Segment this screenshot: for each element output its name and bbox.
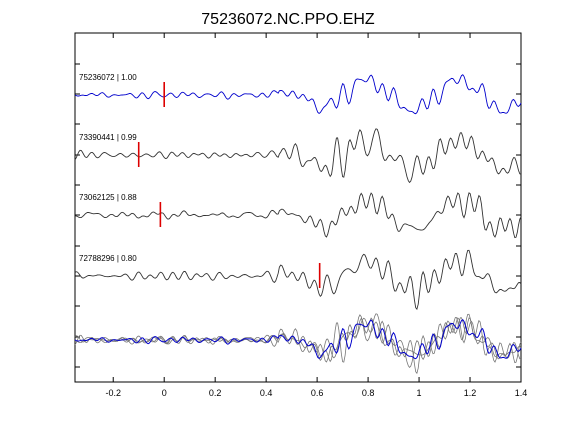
- overlay-trace: [74, 317, 522, 364]
- overlay-stack: [74, 313, 522, 375]
- overlay-trace: [74, 313, 522, 375]
- pick-markers: [137, 82, 321, 288]
- trace-line: [74, 192, 522, 239]
- x-tick-label: 0.6: [311, 388, 324, 398]
- chart-title: 75236072.NC.PPO.EHZ: [201, 11, 375, 28]
- trace-line: [74, 74, 522, 115]
- trace-group: [74, 74, 522, 311]
- trace-label: 72788296 | 0.80: [79, 254, 137, 263]
- x-tick-label: -0.2: [105, 388, 121, 398]
- x-tick-label: 0.2: [209, 388, 222, 398]
- x-tick-label: 0: [162, 388, 167, 398]
- x-tick-label: 1.2: [464, 388, 477, 398]
- plot-frame: [74, 32, 522, 383]
- x-ticks: -0.2 0 0.2 0.4 0.6 0.8 1 1.2 1.4: [105, 33, 527, 398]
- overlay-reference-trace: [74, 319, 522, 360]
- y-ticks: [75, 32, 521, 368]
- x-tick-label: 1.4: [515, 388, 528, 398]
- trace-labels: 75236072 | 1.00 73390441 | 0.99 73062125 |…: [79, 73, 137, 263]
- x-tick-label: 0.8: [362, 388, 375, 398]
- trace-line: [74, 128, 522, 184]
- x-tick-label: 1: [417, 388, 422, 398]
- trace-label: 73390441 | 0.99: [79, 133, 137, 142]
- trace-line: [74, 249, 522, 311]
- trace-label: 75236072 | 1.00: [79, 73, 137, 82]
- trace-label: 73062125 | 0.88: [79, 193, 137, 202]
- x-tick-label: 0.4: [260, 388, 273, 398]
